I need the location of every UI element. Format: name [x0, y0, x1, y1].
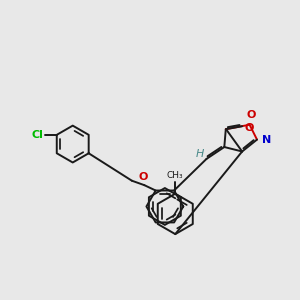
Text: N: N	[262, 135, 272, 145]
Text: H: H	[196, 148, 204, 158]
Text: CH₃: CH₃	[167, 171, 184, 180]
Text: O: O	[139, 172, 148, 182]
Text: Cl: Cl	[32, 130, 44, 140]
Text: O: O	[244, 123, 254, 133]
Text: O: O	[246, 110, 256, 120]
